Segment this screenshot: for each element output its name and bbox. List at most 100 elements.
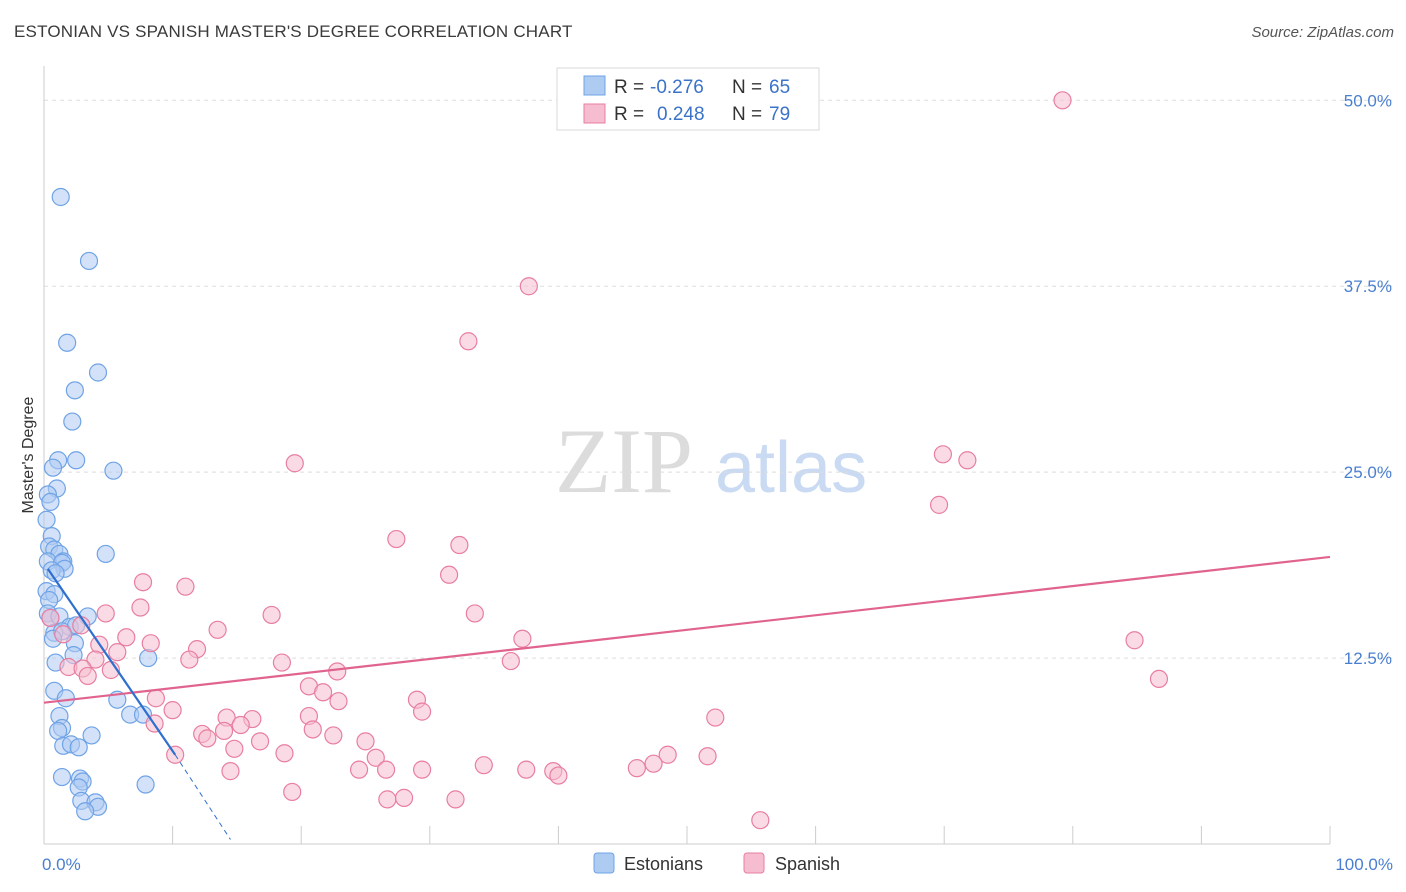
estonians-point: [56, 689, 75, 708]
spanish-point: [627, 759, 646, 778]
spanish-point: [1053, 91, 1072, 110]
y-tick-label: 12.5%: [1344, 649, 1392, 668]
estonians-point: [41, 492, 60, 512]
estonians-point: [65, 381, 84, 400]
estonians-points: [37, 187, 158, 821]
spanish-point: [86, 650, 105, 669]
y-tick-label: 50.0%: [1344, 91, 1392, 110]
y-tick-label: 37.5%: [1344, 277, 1392, 296]
spanish-point: [214, 721, 234, 741]
spanish-point: [41, 608, 60, 628]
spanish-point: [450, 535, 469, 555]
bottom-legend-swatch-blue: [593, 852, 615, 874]
spanish-point: [313, 683, 333, 702]
spanish-point: [349, 760, 369, 779]
spanish-point: [275, 744, 294, 763]
spanish-points: [41, 91, 1169, 830]
trend-lines: [43, 555, 1331, 840]
spanish-point: [208, 620, 227, 639]
estonians-point: [67, 451, 86, 470]
spanish-point: [283, 782, 302, 802]
spanish-point: [163, 701, 182, 720]
spanish-point: [198, 729, 217, 748]
spanish-point: [378, 790, 397, 809]
spanish-point: [180, 650, 199, 669]
spanish-point: [513, 629, 532, 648]
spanish-point: [78, 666, 97, 686]
spanish-point: [324, 726, 343, 745]
bottom-legend-spanish: Spanish: [775, 854, 840, 874]
spanish-point: [1125, 631, 1144, 650]
correlation-legend: R = -0.276 N = 65 R = 0.248 N = 79: [556, 67, 820, 131]
spanish-point: [933, 445, 953, 464]
estonians-point: [69, 738, 88, 757]
x-tick-label-max: 100.0%: [1335, 855, 1393, 874]
bottom-legend-estonians: Estonians: [624, 854, 703, 874]
spanish-point: [141, 634, 160, 653]
spanish-point: [412, 702, 432, 721]
axes: 12.5% 25.0% 37.5% 50.0% 0.0% 100.0%: [42, 66, 1393, 874]
spanish-point: [958, 451, 977, 470]
spanish-point: [751, 811, 770, 830]
y-axis-label: Master's Degree: [20, 396, 37, 513]
spanish-point: [439, 565, 459, 584]
estonians-trend-extension: [174, 754, 231, 840]
legend-n-label-blue: N =: [732, 77, 762, 98]
spanish-point: [221, 762, 240, 781]
estonians-point: [79, 251, 99, 271]
estonians-point: [96, 544, 115, 564]
estonians-point: [43, 458, 63, 477]
legend-r-label-blue: R =: [614, 77, 644, 98]
spanish-point: [250, 732, 270, 751]
spanish-point: [225, 739, 244, 758]
bottom-legend-swatch-pink: [743, 852, 765, 874]
spanish-point: [146, 689, 165, 708]
spanish-point: [272, 653, 292, 672]
estonians-point: [58, 333, 77, 352]
spanish-point: [328, 662, 347, 681]
y-tick-label: 25.0%: [1344, 463, 1392, 482]
series-legend: Estonians Spanish: [593, 852, 840, 874]
spanish-point: [394, 788, 414, 807]
spanish-point: [387, 529, 406, 549]
estonians-point: [104, 461, 123, 480]
spanish-point: [108, 643, 127, 662]
spanish-point: [644, 754, 663, 773]
legend-r-value-blue: -0.276: [650, 77, 704, 98]
legend-n-value-pink: 79: [769, 104, 790, 125]
estonians-point: [52, 767, 72, 787]
estonians-trend-line: [46, 568, 177, 756]
legend-r-value-pink: 0.248: [657, 104, 705, 125]
spanish-point: [176, 577, 195, 596]
x-tick-label-min: 0.0%: [42, 855, 81, 874]
legend-swatch-pink: [583, 103, 606, 124]
spanish-point: [501, 651, 520, 671]
spanish-point: [366, 748, 385, 767]
spanish-point: [54, 625, 73, 644]
estonians-point: [136, 775, 155, 794]
spanish-point: [231, 715, 250, 735]
estonians-point: [88, 363, 108, 382]
spanish-point: [446, 790, 465, 809]
spanish-point: [929, 495, 949, 514]
spanish-point: [698, 747, 717, 766]
estonians-point: [63, 412, 82, 431]
spanish-point: [706, 708, 725, 727]
spanish-point: [376, 760, 396, 779]
watermark-atlas: atlas: [715, 428, 867, 508]
spanish-point: [285, 454, 304, 473]
estonians-point: [139, 648, 158, 668]
legend-swatch-blue: [583, 75, 606, 96]
legend-r-label-pink: R =: [614, 104, 644, 125]
estonians-point: [37, 510, 56, 529]
spanish-point: [549, 766, 568, 785]
spanish-point: [412, 760, 432, 779]
estonians-point: [51, 187, 70, 207]
watermark-zip: ZIP: [555, 410, 693, 512]
source-label: Source: ZipAtlas.com: [1251, 24, 1394, 41]
estonians-point: [82, 726, 101, 745]
spanish-point: [459, 332, 478, 351]
gridlines: [44, 99, 1392, 659]
spanish-point: [517, 760, 536, 779]
spanish-point: [117, 628, 136, 647]
